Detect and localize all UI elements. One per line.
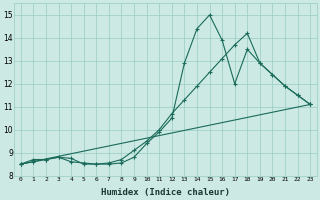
X-axis label: Humidex (Indice chaleur): Humidex (Indice chaleur) [101,188,230,197]
